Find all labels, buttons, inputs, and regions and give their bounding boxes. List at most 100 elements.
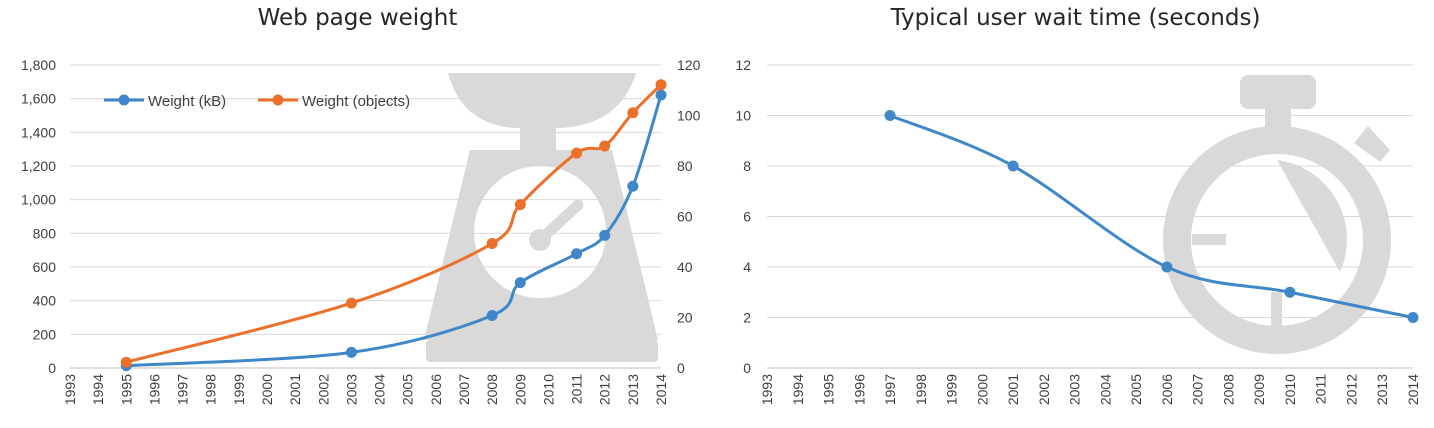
x-tick-label: 2009 bbox=[1251, 374, 1267, 405]
y-tick-label-right: 100 bbox=[677, 108, 701, 124]
x-tick-label: 2014 bbox=[653, 374, 669, 405]
x-tick-label: 2012 bbox=[1343, 374, 1359, 405]
data-point bbox=[514, 277, 526, 289]
data-point bbox=[655, 89, 667, 101]
data-point bbox=[884, 110, 896, 121]
x-tick-label: 1999 bbox=[231, 374, 247, 405]
x-tick-label: 1994 bbox=[90, 374, 106, 405]
x-tick-label: 2014 bbox=[1405, 374, 1421, 405]
x-tick-label: 1997 bbox=[882, 374, 898, 405]
x-tick-label: 1994 bbox=[790, 374, 806, 405]
y-tick-label-right: 20 bbox=[677, 310, 693, 326]
x-tick-label: 2000 bbox=[259, 374, 275, 405]
stopwatch-icon bbox=[1163, 75, 1391, 354]
data-point bbox=[1284, 286, 1296, 298]
x-tick-label: 2011 bbox=[1313, 374, 1329, 404]
y-tick-label: 2 bbox=[743, 310, 751, 326]
y-tick-label-left: 0 bbox=[48, 360, 56, 376]
data-point bbox=[1407, 312, 1419, 323]
y-tick-label-right: 0 bbox=[677, 360, 685, 376]
x-tick-label: 1999 bbox=[944, 374, 960, 405]
x-tick-label: 2009 bbox=[512, 374, 528, 405]
legend-label: Weight (kB) bbox=[148, 93, 226, 110]
y-tick-label: 8 bbox=[743, 158, 751, 174]
x-tick-label: 2001 bbox=[287, 374, 303, 405]
data-point bbox=[345, 297, 357, 309]
legend-marker bbox=[118, 94, 130, 106]
x-tick-label: 2013 bbox=[1374, 374, 1390, 405]
y-tick-label-right: 120 bbox=[677, 57, 701, 73]
x-tick-label: 1996 bbox=[146, 374, 162, 405]
x-tick-label: 2005 bbox=[400, 374, 416, 405]
data-point bbox=[655, 79, 667, 91]
data-point bbox=[486, 238, 498, 250]
x-tick-label: 2006 bbox=[428, 374, 444, 405]
chart-page-weight: 02004006008001,0001,2001,4001,6001,80002… bbox=[21, 57, 701, 405]
y-tick-label-left: 800 bbox=[33, 225, 57, 241]
data-point bbox=[1007, 160, 1019, 172]
x-tick-label: 1995 bbox=[118, 374, 134, 405]
x-tick-label: 1995 bbox=[821, 374, 837, 405]
y-tick-label: 0 bbox=[743, 360, 751, 376]
x-tick-label: 1998 bbox=[203, 374, 219, 405]
x-tick-label: 2005 bbox=[1128, 374, 1144, 405]
x-tick-label: 2004 bbox=[372, 374, 388, 405]
y-tick-label-left: 200 bbox=[33, 326, 57, 342]
x-tick-label: 2001 bbox=[1005, 374, 1021, 405]
x-tick-label: 2003 bbox=[343, 374, 359, 405]
kitchen-scale-icon bbox=[424, 73, 658, 362]
x-tick-label: 2007 bbox=[1190, 374, 1206, 405]
x-tick-label: 2000 bbox=[974, 374, 990, 405]
legend-marker bbox=[272, 94, 284, 106]
x-tick-label: 2006 bbox=[1159, 374, 1175, 405]
x-tick-label: 2003 bbox=[1067, 374, 1083, 405]
data-point bbox=[514, 199, 526, 211]
data-point bbox=[1161, 261, 1173, 273]
x-tick-label: 2002 bbox=[315, 374, 331, 405]
x-tick-label: 1998 bbox=[913, 374, 929, 405]
y-tick-label-left: 1,000 bbox=[21, 192, 56, 208]
data-point bbox=[571, 147, 583, 159]
data-point bbox=[599, 229, 611, 241]
data-point bbox=[571, 248, 583, 260]
y-tick-label-right: 80 bbox=[677, 158, 693, 174]
x-tick-label: 2004 bbox=[1097, 374, 1113, 405]
x-tick-label: 2008 bbox=[484, 374, 500, 405]
x-tick-label: 2008 bbox=[1220, 374, 1236, 405]
x-tick-label: 2013 bbox=[625, 374, 641, 405]
legend: Weight (kB) Weight (objects) bbox=[104, 93, 410, 110]
x-tick-label: 1993 bbox=[759, 374, 775, 405]
y-tick-label: 10 bbox=[735, 108, 751, 124]
chart-title-page-weight: Web page weight bbox=[257, 5, 458, 31]
y-tick-label-left: 1,400 bbox=[21, 124, 56, 140]
y-tick-label: 4 bbox=[743, 259, 751, 275]
y-tick-label-left: 1,600 bbox=[21, 91, 56, 107]
chart-title-wait-time: Typical user wait time (seconds) bbox=[890, 5, 1261, 31]
data-point bbox=[120, 356, 132, 368]
y-tick-label-left: 600 bbox=[33, 259, 57, 275]
data-point bbox=[345, 346, 357, 358]
y-tick-label-left: 1,800 bbox=[21, 57, 56, 73]
data-point bbox=[486, 309, 498, 321]
chart-wait-time: 0 2 4 6 8 10 12 1993 1994 1995 1996 1997 1998 1999 200… bbox=[735, 57, 1421, 405]
y-tick-label-right: 40 bbox=[677, 259, 693, 275]
y-tick-label: 12 bbox=[735, 57, 751, 73]
x-tick-label: 2010 bbox=[1282, 374, 1298, 405]
data-point bbox=[627, 180, 639, 192]
x-tick-label: 2007 bbox=[456, 374, 472, 405]
x-tick-label: 2010 bbox=[540, 374, 556, 405]
y-tick-label: 6 bbox=[743, 209, 751, 225]
x-tick-label: 1993 bbox=[62, 374, 78, 405]
data-point bbox=[627, 107, 639, 119]
legend-label: Weight (objects) bbox=[302, 93, 410, 110]
x-tick-label: 2002 bbox=[1036, 374, 1052, 405]
x-tick-label: 1997 bbox=[175, 374, 191, 405]
x-tick-label: 1996 bbox=[851, 374, 867, 405]
data-point bbox=[599, 140, 611, 152]
x-tick-label: 2012 bbox=[597, 374, 613, 405]
y-tick-label-left: 400 bbox=[33, 293, 57, 309]
y-tick-label-right: 60 bbox=[677, 209, 693, 225]
y-tick-label-left: 1,200 bbox=[21, 158, 56, 174]
x-tick-label: 2011 bbox=[569, 374, 585, 404]
